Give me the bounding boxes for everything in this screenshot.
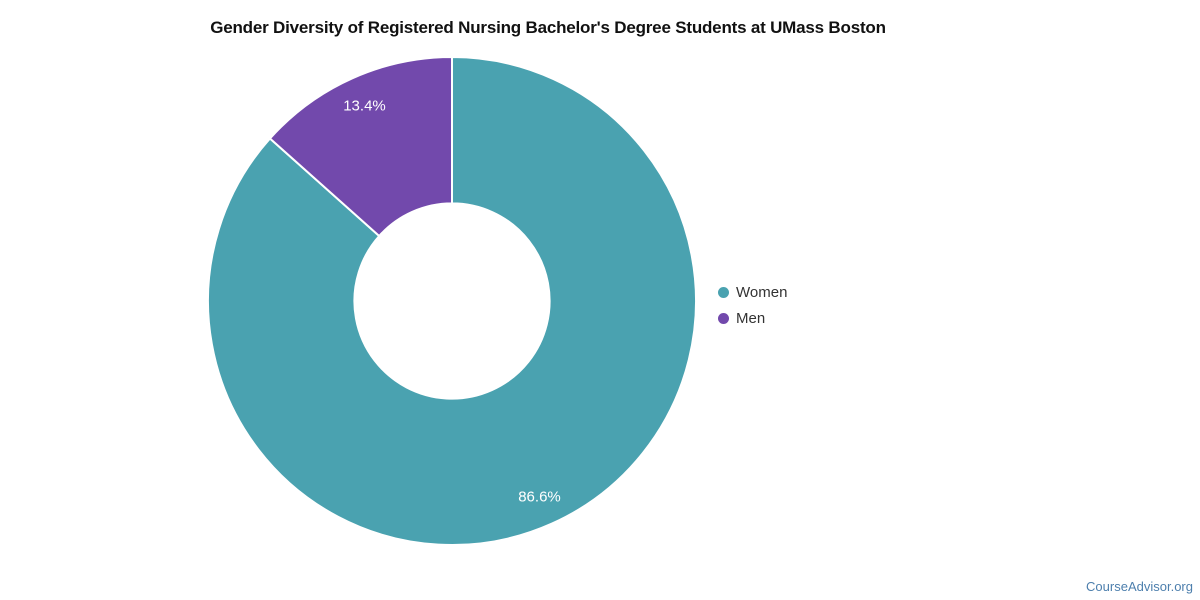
chart-title: Gender Diversity of Registered Nursing B… [210, 18, 886, 37]
pie-slice-men[interactable] [268, 56, 453, 237]
legend-item-men[interactable]: Men [718, 305, 787, 331]
slice-percentage-label-men: 13.4% [343, 98, 386, 115]
legend-marker-icon [718, 312, 729, 324]
slice-percentage-label-women: 86.6% [518, 488, 561, 505]
watermark-link[interactable]: CourseAdvisor.org [1086, 579, 1193, 594]
legend: Women Men [718, 279, 787, 331]
pie-slice-women[interactable] [207, 56, 697, 546]
legend-item-women[interactable]: Women [718, 279, 787, 305]
legend-label: Women [736, 283, 788, 301]
legend-label: Men [736, 309, 766, 327]
legend-marker-icon [718, 286, 729, 298]
